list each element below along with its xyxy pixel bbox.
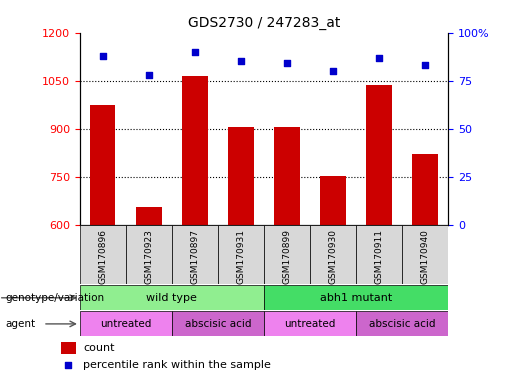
Bar [264,225,310,284]
Bar [80,225,126,284]
Text: untreated: untreated [100,319,151,329]
Point [99,53,107,59]
Text: GSM170899: GSM170899 [282,229,291,285]
Bar [182,76,208,225]
Bar [264,285,448,310]
Bar [402,225,448,284]
Text: GSM170897: GSM170897 [191,229,199,285]
Text: genotype/variation: genotype/variation [5,293,104,303]
Text: GSM170911: GSM170911 [374,229,384,285]
Bar [61,343,76,354]
Text: count: count [83,343,115,353]
Bar [228,127,253,225]
Text: wild type: wild type [146,293,197,303]
Bar [320,176,346,225]
Point [421,62,429,68]
Point [64,362,73,369]
Point [237,58,245,65]
Point [329,68,337,74]
Point [145,72,153,78]
Text: agent: agent [5,319,35,329]
Text: GSM170940: GSM170940 [421,229,430,284]
Bar [413,154,438,225]
Text: untreated: untreated [284,319,336,329]
Text: abh1 mutant: abh1 mutant [320,293,392,303]
Text: GSM170931: GSM170931 [236,229,246,285]
Bar [126,225,172,284]
Bar [172,311,264,336]
Bar [356,311,448,336]
Bar [136,207,162,225]
Bar [264,311,356,336]
Text: GSM170923: GSM170923 [144,229,153,284]
Bar [172,225,218,284]
Text: GSM170896: GSM170896 [98,229,107,285]
Bar [218,225,264,284]
Bar [80,311,172,336]
Point [375,55,383,61]
Bar [310,225,356,284]
Point [191,49,199,55]
Bar [90,105,115,225]
Bar [80,285,264,310]
Text: abscisic acid: abscisic acid [369,319,435,329]
Point [283,60,291,66]
Bar [356,225,402,284]
Title: GDS2730 / 247283_at: GDS2730 / 247283_at [188,16,340,30]
Bar [274,127,300,225]
Text: percentile rank within the sample: percentile rank within the sample [83,361,271,371]
Text: abscisic acid: abscisic acid [185,319,251,329]
Text: GSM170930: GSM170930 [329,229,337,285]
Bar [366,86,392,225]
